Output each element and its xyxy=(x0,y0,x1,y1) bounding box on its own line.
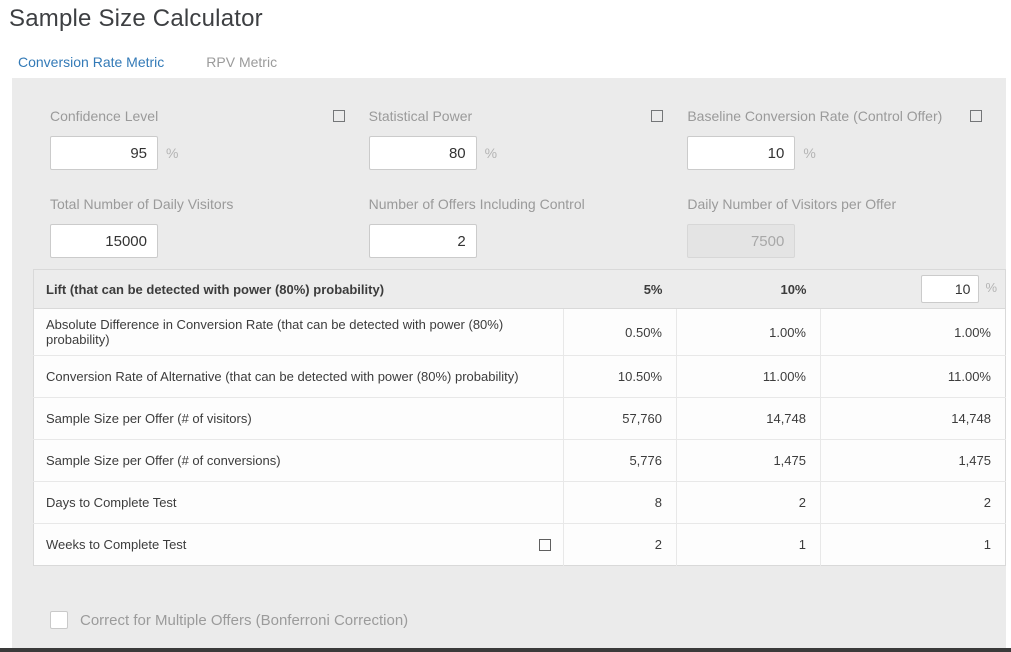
field-daily-visitors-per-offer: Daily Number of Visitors per Offer xyxy=(687,196,982,258)
total-daily-visitors-label: Total Number of Daily Visitors xyxy=(50,196,234,212)
row-label: Days to Complete Test xyxy=(33,481,564,524)
table-row: Weeks to Complete Test 2 1 1 xyxy=(33,523,1006,566)
table-header-row: Lift (that can be detected with power (8… xyxy=(33,269,1006,309)
row-label: Sample Size per Offer (# of visitors) xyxy=(33,397,564,440)
confidence-level-input[interactable] xyxy=(50,136,158,170)
calculator-panel: Confidence Level % Statistical Power % B… xyxy=(12,78,1006,652)
field-confidence-level: Confidence Level % xyxy=(50,108,345,170)
bonferroni-correction-option: Correct for Multiple Offers (Bonferroni … xyxy=(50,611,1006,629)
row-label-text: Weeks to Complete Test xyxy=(46,537,187,552)
window-bottom-edge xyxy=(0,648,1011,652)
row-value: 11.00% xyxy=(820,355,1006,398)
row-value: 5,776 xyxy=(563,439,677,482)
baseline-conversion-rate-label: Baseline Conversion Rate (Control Offer) xyxy=(687,108,943,124)
number-of-offers-input[interactable] xyxy=(368,224,477,258)
tab-rpv-metric[interactable]: RPV Metric xyxy=(206,54,278,70)
row-value: 0.50% xyxy=(563,308,677,356)
custom-lift-input[interactable] xyxy=(921,275,980,303)
row-value: 57,760 xyxy=(563,397,677,440)
row-label: Sample Size per Offer (# of conversions) xyxy=(33,439,564,482)
info-square-icon[interactable] xyxy=(539,538,551,551)
row-label: Absolute Difference in Conversion Rate (… xyxy=(46,317,504,347)
lift-header-label: Lift (that can be detected with power (8… xyxy=(33,269,564,309)
row-value: 1 xyxy=(820,523,1006,566)
bonferroni-checkbox[interactable] xyxy=(50,611,68,629)
number-of-offers-label: Number of Offers Including Control xyxy=(368,196,585,212)
row-value: 2 xyxy=(820,481,1006,524)
lift-col-custom: % xyxy=(820,269,1006,309)
row-value: 1,475 xyxy=(676,439,821,482)
row-value: 2 xyxy=(563,523,677,566)
page-header: Sample Size Calculator Conversion Rate M… xyxy=(0,0,1011,83)
page-title: Sample Size Calculator xyxy=(9,5,263,32)
lift-col-10: 10% xyxy=(676,269,821,309)
percent-suffix: % xyxy=(166,145,179,161)
field-baseline-conversion-rate: Baseline Conversion Rate (Control Offer)… xyxy=(687,108,982,170)
table-row: Days to Complete Test 8 2 2 xyxy=(33,481,1006,524)
percent-suffix: % xyxy=(803,145,816,161)
bonferroni-checkbox-label: Correct for Multiple Offers (Bonferroni … xyxy=(80,611,409,629)
row-value: 1,475 xyxy=(820,439,1006,482)
baseline-conversion-rate-input[interactable] xyxy=(687,136,796,170)
percent-suffix: % xyxy=(985,280,997,296)
input-form: Confidence Level % Statistical Power % B… xyxy=(12,78,1006,258)
row-label: Weeks to Complete Test xyxy=(33,523,564,566)
confidence-level-label: Confidence Level xyxy=(50,108,159,124)
statistical-power-input[interactable] xyxy=(368,136,477,170)
row-value: 8 xyxy=(563,481,677,524)
table-row: Conversion Rate of Alternative (that can… xyxy=(33,355,1006,398)
info-square-icon[interactable] xyxy=(651,110,664,122)
row-value: 2 xyxy=(676,481,821,524)
table-row: Sample Size per Offer (# of visitors) 57… xyxy=(33,397,1006,440)
info-square-icon[interactable] xyxy=(969,110,982,122)
daily-visitors-per-offer-label: Daily Number of Visitors per Offer xyxy=(687,196,897,212)
row-value: 1.00% xyxy=(820,308,1006,356)
daily-visitors-per-offer-input xyxy=(687,224,796,258)
field-total-daily-visitors: Total Number of Daily Visitors xyxy=(50,196,345,258)
results-table: Lift (that can be detected with power (8… xyxy=(33,269,1006,566)
row-value: 10.50% xyxy=(563,355,677,398)
table-row: Sample Size per Offer (# of conversions)… xyxy=(33,439,1006,482)
row-value: 14,748 xyxy=(676,397,821,440)
statistical-power-label: Statistical Power xyxy=(368,108,473,124)
row-value: 1.00% xyxy=(676,308,821,356)
field-number-of-offers: Number of Offers Including Control xyxy=(368,196,664,258)
row-label: Conversion Rate of Alternative (that can… xyxy=(33,355,564,398)
row-value: 14,748 xyxy=(820,397,1006,440)
field-statistical-power: Statistical Power % xyxy=(368,108,664,170)
lift-col-5: 5% xyxy=(563,269,677,309)
info-square-icon[interactable] xyxy=(332,110,345,122)
percent-suffix: % xyxy=(484,145,498,161)
row-value: 11.00% xyxy=(676,355,821,398)
row-value: 1 xyxy=(676,523,821,566)
table-row: Absolute Difference in Conversion Rate (… xyxy=(34,308,1006,356)
total-daily-visitors-input[interactable] xyxy=(50,224,158,258)
